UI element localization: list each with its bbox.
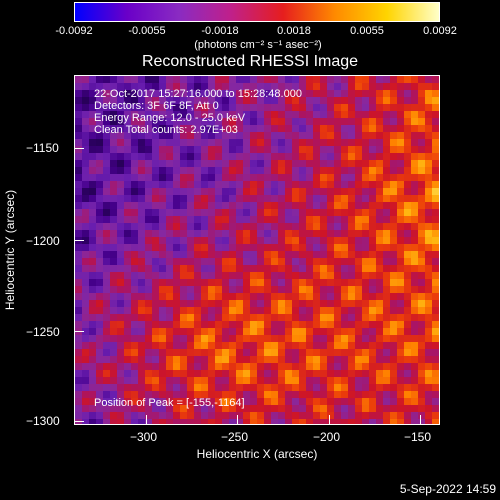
colorbar-tick-label: -0.0055 (128, 25, 166, 37)
y-axis-label: Heliocentric Y (arcsec) (3, 189, 17, 311)
y-tick (74, 421, 84, 422)
heatmap-image (75, 76, 439, 424)
x-tick-label: −150 (404, 430, 432, 444)
x-tick-label: −300 (130, 430, 158, 444)
plot-title: Reconstructed RHESSI Image (141, 53, 359, 70)
y-tick-label: −1250 (26, 325, 60, 339)
colorbar-tick-label: 0.0092 (423, 25, 457, 37)
x-tick (329, 415, 330, 425)
heatmap-plot (74, 75, 440, 425)
energy-range-label: Energy Range: 12.0 - 25.0 keV (94, 112, 246, 124)
y-tick-label: −1150 (26, 141, 59, 155)
x-tick-label: −250 (221, 430, 249, 444)
y-tick (74, 148, 84, 149)
colorbar-tick-label: -0.0092 (55, 25, 93, 37)
y-tick-label: −1200 (26, 234, 60, 248)
total-counts-label: Clean Total counts: 2.97E+03 (94, 124, 238, 136)
colorbar-tick-label: 0.0018 (277, 25, 311, 37)
colorbar (74, 2, 440, 22)
x-tick-label: −200 (313, 430, 341, 444)
time-range-label: 22-Oct-2017 15:27:16.000 to 15:28:48.000 (94, 88, 302, 100)
colorbar-tick-label: 0.0055 (350, 25, 384, 37)
y-tick (74, 240, 84, 241)
x-tick (420, 415, 421, 425)
x-axis-label: Heliocentric X (arcsec) (196, 447, 318, 461)
date-stamp: 5-Sep-2022 14:59 (399, 482, 496, 496)
peak-position-label: Position of Peak = [-155,-1164] (94, 397, 245, 409)
colorbar-tick-label: -0.0018 (201, 25, 239, 37)
colorbar-units-label: (photons cm⁻² s⁻¹ asec⁻²) (194, 39, 322, 51)
detectors-label: Detectors: 3F 6F 8F, Att 0 (94, 100, 219, 112)
y-tick-label: −1300 (26, 414, 60, 428)
y-tick (74, 331, 84, 332)
x-tick (237, 415, 238, 425)
x-tick (146, 415, 147, 425)
